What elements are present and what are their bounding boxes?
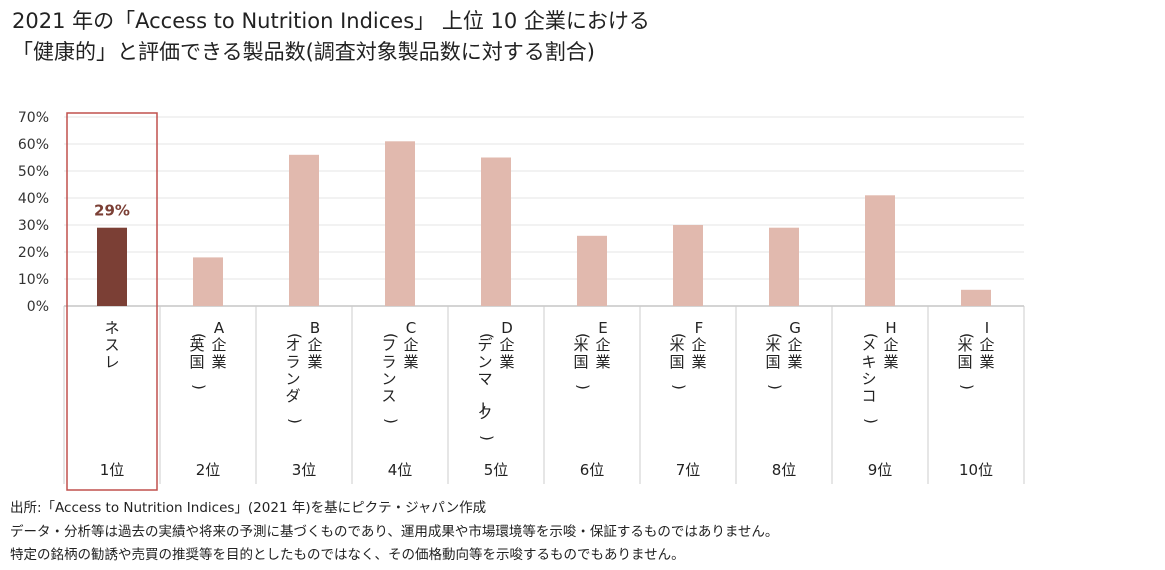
bar: [289, 154, 319, 306]
rank-label: 3位: [292, 461, 317, 479]
bar: [577, 235, 607, 306]
category-label: ネスレ: [104, 319, 119, 371]
category-region-label: (米国): [765, 333, 784, 390]
category-region-label: (フランス): [381, 333, 400, 424]
rank-label: 7位: [676, 461, 701, 479]
category-label: A 企業: [211, 319, 226, 371]
category-label: B 企業: [307, 319, 322, 371]
rank-label: 2位: [196, 461, 221, 479]
rank-label: 9位: [868, 461, 893, 479]
rank-label: 1位: [100, 461, 125, 479]
category-region-label: (米国): [669, 333, 688, 390]
chart-title-line1: 2021 年の「Access to Nutrition Indices」 上位 …: [12, 9, 650, 33]
category-label: E 企業: [595, 319, 610, 371]
footnote-disclaimer-2: 特定の銘柄の勧誘や売買の推奨等を目的としたものではなく、その価格動向等を示唆する…: [10, 547, 685, 563]
category-region-label: (オランダ): [285, 333, 304, 424]
rank-label: 4位: [388, 461, 413, 479]
category-region-label: (メキシコ): [861, 333, 880, 424]
category-region-label: (英国): [189, 333, 208, 390]
category-label: D 企業: [499, 319, 514, 371]
category-label: F 企業: [691, 319, 706, 371]
category-label: I 企業: [979, 319, 994, 371]
rank-label: 6位: [580, 461, 605, 479]
y-tick-label: 20%: [18, 245, 49, 261]
footnote-source: 出所:「Access to Nutrition Indices」(2021 年)…: [10, 500, 487, 516]
highlight-box: [66, 112, 158, 491]
rank-label: 8位: [772, 461, 797, 479]
footnote-disclaimer-1: データ・分析等は過去の実績や将来の予測に基づくものであり、運用成果や市場環境等を…: [10, 524, 779, 540]
y-tick-label: 10%: [18, 272, 49, 288]
chart-title-line2: 「健康的」と評価できる製品数(調査対象製品数に対する割合): [12, 40, 595, 64]
y-tick-label: 30%: [18, 218, 49, 234]
category-label: C 企業: [403, 319, 418, 371]
rank-label: 10位: [959, 461, 993, 479]
bar: [97, 227, 127, 306]
bar: [385, 141, 415, 306]
y-tick-label: 40%: [18, 191, 49, 207]
y-tick-label: 70%: [18, 110, 49, 126]
category-label: H 企業: [883, 319, 898, 371]
y-tick-label: 60%: [18, 137, 49, 153]
data-label: 29%: [94, 202, 130, 220]
bar: [193, 257, 223, 306]
bar: [961, 289, 991, 306]
bar: [481, 157, 511, 306]
category-label: G 企業: [787, 319, 802, 371]
bar: [769, 227, 799, 306]
category-region-label: (米国): [573, 333, 592, 390]
bar: [865, 195, 895, 306]
category-region-label: (米国): [957, 333, 976, 390]
y-tick-label: 0%: [27, 299, 49, 315]
bar: [673, 225, 703, 306]
category-region-label: (デンマーク): [473, 333, 496, 441]
rank-label: 5位: [484, 461, 509, 479]
y-tick-label: 50%: [18, 164, 49, 180]
